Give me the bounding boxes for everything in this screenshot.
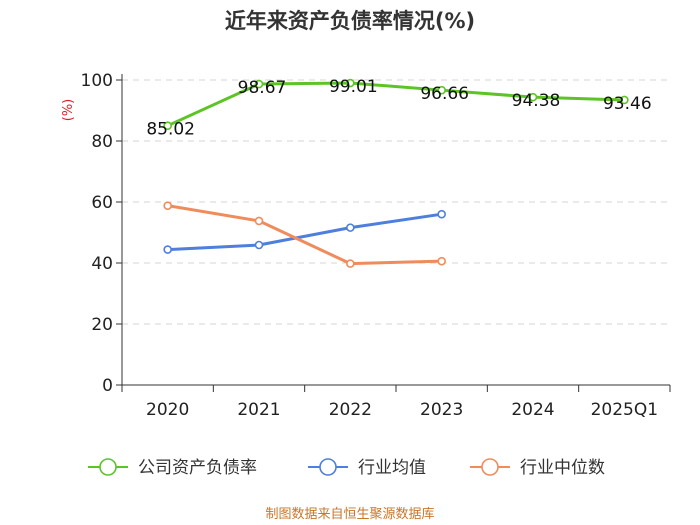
series-line-2 <box>167 204 442 266</box>
chart-title: 近年来资产负债率情况(%) <box>225 9 475 33</box>
legend-marker-icon <box>481 458 499 476</box>
y-tick-label-60: 60 <box>91 193 113 213</box>
series-0-point-2024 <box>528 92 538 102</box>
legend-item-1[interactable]: 行业均值 <box>308 458 426 478</box>
series-0-point-2022 <box>346 78 355 88</box>
series-2-point-2021 <box>254 216 264 226</box>
data-label-2023: 96.66 <box>420 84 469 104</box>
data-label-2025Q1: 93.46 <box>603 94 652 114</box>
series-1-point-2021 <box>254 240 264 250</box>
series-2-point-2020 <box>163 201 172 210</box>
series-2-point-2023 <box>437 256 446 266</box>
series-0-point-2025Q1 <box>620 95 629 105</box>
series-1-point-2022 <box>346 223 355 232</box>
grid <box>122 79 670 325</box>
data-label-2020: 85.02 <box>146 120 195 140</box>
y-axis-label: (%) <box>61 99 76 122</box>
series-0-point-2021 <box>254 79 264 89</box>
legend-label: 行业均值 <box>358 458 426 478</box>
data-label-2024: 94.38 <box>512 91 561 111</box>
y-tick-label-80: 80 <box>91 132 113 152</box>
x-tick-label-2024: 2024 <box>511 400 554 420</box>
legend-marker-icon <box>99 458 117 476</box>
series-line-0 <box>167 81 625 128</box>
y-tick-label-20: 20 <box>91 315 113 335</box>
x-tick-label-2020: 2020 <box>146 400 189 420</box>
x-tick-label-2025Q1: 2025Q1 <box>591 400 658 420</box>
series-0-point-2020 <box>163 121 172 130</box>
legend[interactable]: 公司资产负债率 行业均值 行业中位数 <box>88 458 605 478</box>
series-layer: 85.02 98.67 99.01 96.66 94.38 93.46 <box>146 77 652 268</box>
y-tick-label-100: 100 <box>81 71 113 91</box>
series-line-1 <box>167 212 442 252</box>
series-1-point-2023 <box>437 209 446 219</box>
x-tick-label-2023: 2023 <box>420 400 463 420</box>
y-tick-label-0: 0 <box>102 376 113 396</box>
data-label-2022: 99.01 <box>329 77 378 97</box>
legend-item-0[interactable]: 公司资产负债率 <box>88 458 257 478</box>
series-1-point-2020 <box>163 245 172 254</box>
axes: 0 20 40 60 80 100 2020 2021 2022 2023 2024 2025Q1 <box>81 71 671 420</box>
series-2-point-2022 <box>346 259 355 268</box>
source-note: 制图数据来自恒生聚源数据库 <box>265 506 434 522</box>
legend-label: 公司资产负债率 <box>138 458 257 478</box>
series-0-point-2023 <box>437 85 446 95</box>
x-tick-label-2022: 2022 <box>329 400 372 420</box>
legend-label: 行业中位数 <box>520 458 605 478</box>
y-tick-label-40: 40 <box>91 254 113 274</box>
x-tick-label-2021: 2021 <box>237 400 280 420</box>
legend-marker-icon <box>319 458 337 476</box>
data-label-2021: 98.67 <box>238 78 287 98</box>
legend-item-2[interactable]: 行业中位数 <box>470 458 605 478</box>
